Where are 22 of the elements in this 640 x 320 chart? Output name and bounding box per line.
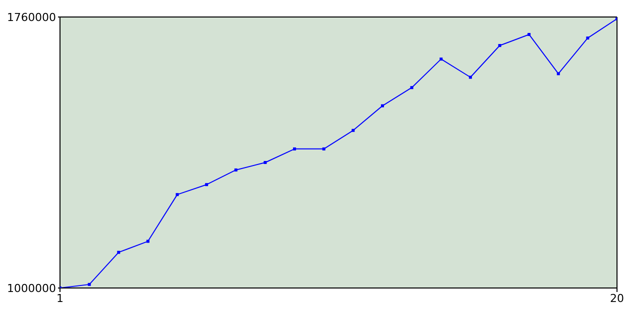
point <box>556 72 560 76</box>
y-tick-label: 1760000 <box>7 10 56 24</box>
point <box>468 76 472 79</box>
x-tick-label: 20 <box>610 292 624 305</box>
point <box>586 36 590 40</box>
point <box>117 250 120 254</box>
x-tick-label: 1 <box>56 292 64 305</box>
point <box>176 193 179 196</box>
point <box>205 183 208 186</box>
y-tick-label: 1000000 <box>7 282 56 295</box>
point <box>352 128 355 132</box>
point <box>498 44 502 48</box>
point <box>234 168 238 172</box>
point <box>293 147 296 150</box>
point <box>146 240 150 243</box>
point <box>380 104 384 108</box>
point <box>264 160 267 164</box>
point <box>410 86 414 90</box>
point <box>88 282 91 286</box>
point <box>440 58 443 61</box>
point <box>322 147 326 150</box>
point <box>528 32 531 36</box>
